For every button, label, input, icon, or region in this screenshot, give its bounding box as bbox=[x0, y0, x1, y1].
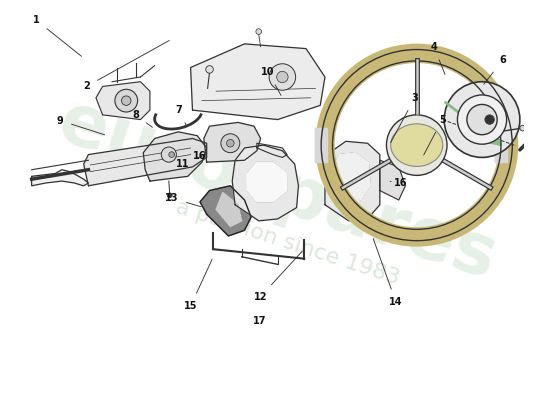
Text: eurospares: eurospares bbox=[50, 87, 505, 294]
Text: 16: 16 bbox=[193, 152, 207, 162]
Circle shape bbox=[444, 82, 520, 158]
Polygon shape bbox=[248, 162, 287, 202]
Polygon shape bbox=[144, 132, 207, 181]
Circle shape bbox=[458, 95, 507, 144]
Circle shape bbox=[206, 66, 213, 73]
Polygon shape bbox=[232, 145, 299, 221]
Circle shape bbox=[520, 125, 526, 131]
Polygon shape bbox=[191, 44, 325, 120]
Polygon shape bbox=[96, 82, 150, 120]
Polygon shape bbox=[257, 143, 287, 158]
Polygon shape bbox=[204, 122, 261, 162]
Text: 7: 7 bbox=[175, 105, 186, 126]
Polygon shape bbox=[216, 192, 241, 226]
Text: 10: 10 bbox=[261, 67, 281, 95]
Text: 13: 13 bbox=[165, 193, 201, 207]
Polygon shape bbox=[495, 128, 507, 162]
Circle shape bbox=[115, 89, 138, 112]
Circle shape bbox=[400, 128, 434, 162]
Circle shape bbox=[161, 147, 177, 162]
Circle shape bbox=[269, 64, 295, 90]
Text: 4: 4 bbox=[431, 42, 445, 74]
Circle shape bbox=[277, 71, 288, 83]
Text: 1: 1 bbox=[33, 15, 81, 56]
Text: 12: 12 bbox=[254, 251, 303, 302]
Polygon shape bbox=[316, 128, 327, 162]
Polygon shape bbox=[333, 153, 370, 202]
Text: 5: 5 bbox=[424, 114, 446, 155]
Polygon shape bbox=[325, 141, 380, 221]
Polygon shape bbox=[200, 186, 251, 236]
Circle shape bbox=[167, 193, 172, 198]
Polygon shape bbox=[380, 160, 405, 200]
Text: 15: 15 bbox=[184, 259, 212, 311]
Circle shape bbox=[256, 29, 262, 34]
Circle shape bbox=[227, 140, 234, 147]
Text: 16: 16 bbox=[390, 178, 408, 188]
Polygon shape bbox=[32, 170, 89, 186]
Circle shape bbox=[485, 115, 494, 124]
Text: 8: 8 bbox=[132, 110, 152, 127]
Text: 3: 3 bbox=[390, 93, 418, 143]
Text: 2: 2 bbox=[83, 40, 169, 92]
Text: 9: 9 bbox=[57, 116, 104, 135]
Circle shape bbox=[467, 104, 497, 135]
Text: 11: 11 bbox=[176, 156, 203, 169]
Circle shape bbox=[387, 115, 447, 175]
Ellipse shape bbox=[390, 124, 443, 166]
Text: 17: 17 bbox=[253, 316, 266, 326]
Text: 6: 6 bbox=[484, 55, 506, 84]
Circle shape bbox=[221, 134, 240, 153]
Text: a passion since 1983: a passion since 1983 bbox=[173, 197, 402, 288]
Circle shape bbox=[169, 152, 174, 158]
Polygon shape bbox=[84, 138, 207, 186]
Circle shape bbox=[122, 96, 131, 105]
Text: 14: 14 bbox=[373, 238, 403, 307]
